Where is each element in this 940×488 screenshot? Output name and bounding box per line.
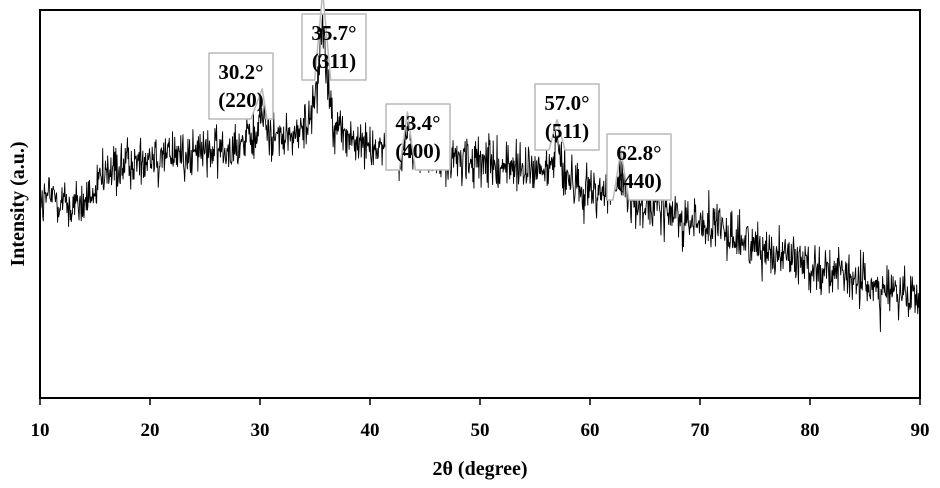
callout-box: [208, 52, 274, 120]
peak-angle-label: 62.8°: [616, 141, 661, 165]
peak-callout: 30.2° (220): [208, 52, 274, 120]
peak-hkl-label: (440): [616, 169, 662, 193]
x-tick-label: 70: [691, 420, 710, 441]
callout-layer: 30.2° (220) 35.7° (311) 43.4° (400) 57.0° (511)…: [208, 0, 672, 201]
peak-hkl-label: (400): [395, 139, 441, 163]
plot-frame: [39, 9, 921, 399]
peak-callout: 35.7° (311): [301, 0, 367, 81]
peak-angle-label: 30.2°: [218, 60, 263, 84]
signal-layer: [39, 13, 921, 333]
x-tick-label: 90: [911, 420, 930, 441]
peak-hkl-label: (511): [545, 119, 589, 143]
peak-hkl-label: (311): [312, 49, 356, 73]
x-tick-label: 20: [141, 420, 160, 441]
callout-box: [301, 0, 367, 81]
y-axis-title: Intensity (a.u.): [7, 141, 29, 266]
callout-box: [606, 133, 672, 201]
peak-callout: 43.4° (400): [385, 103, 451, 171]
peak-angle-label: 35.7°: [311, 21, 356, 45]
x-tick-label: 80: [801, 420, 820, 441]
peak-callout: 57.0° (511): [534, 83, 600, 151]
peak-angle-label: 43.4°: [395, 111, 440, 135]
x-tick-label: 30: [251, 420, 270, 441]
x-tick-label: 50: [471, 420, 490, 441]
peak-hkl-label: (220): [218, 88, 264, 112]
peak-callout: 62.8° (440): [606, 133, 672, 201]
x-tick-label: 60: [581, 420, 600, 441]
callout-box: [385, 103, 451, 171]
x-axis-title: 2θ (degree): [432, 458, 527, 480]
callout-box: [534, 83, 600, 151]
tick-layer: 10 20 30 40 50 60 70 80 90: [31, 398, 930, 441]
peak-angle-label: 57.0°: [544, 91, 589, 115]
x-tick-label: 10: [31, 420, 50, 441]
xrd-trace: [39, 13, 921, 333]
x-tick-label: 40: [361, 420, 380, 441]
